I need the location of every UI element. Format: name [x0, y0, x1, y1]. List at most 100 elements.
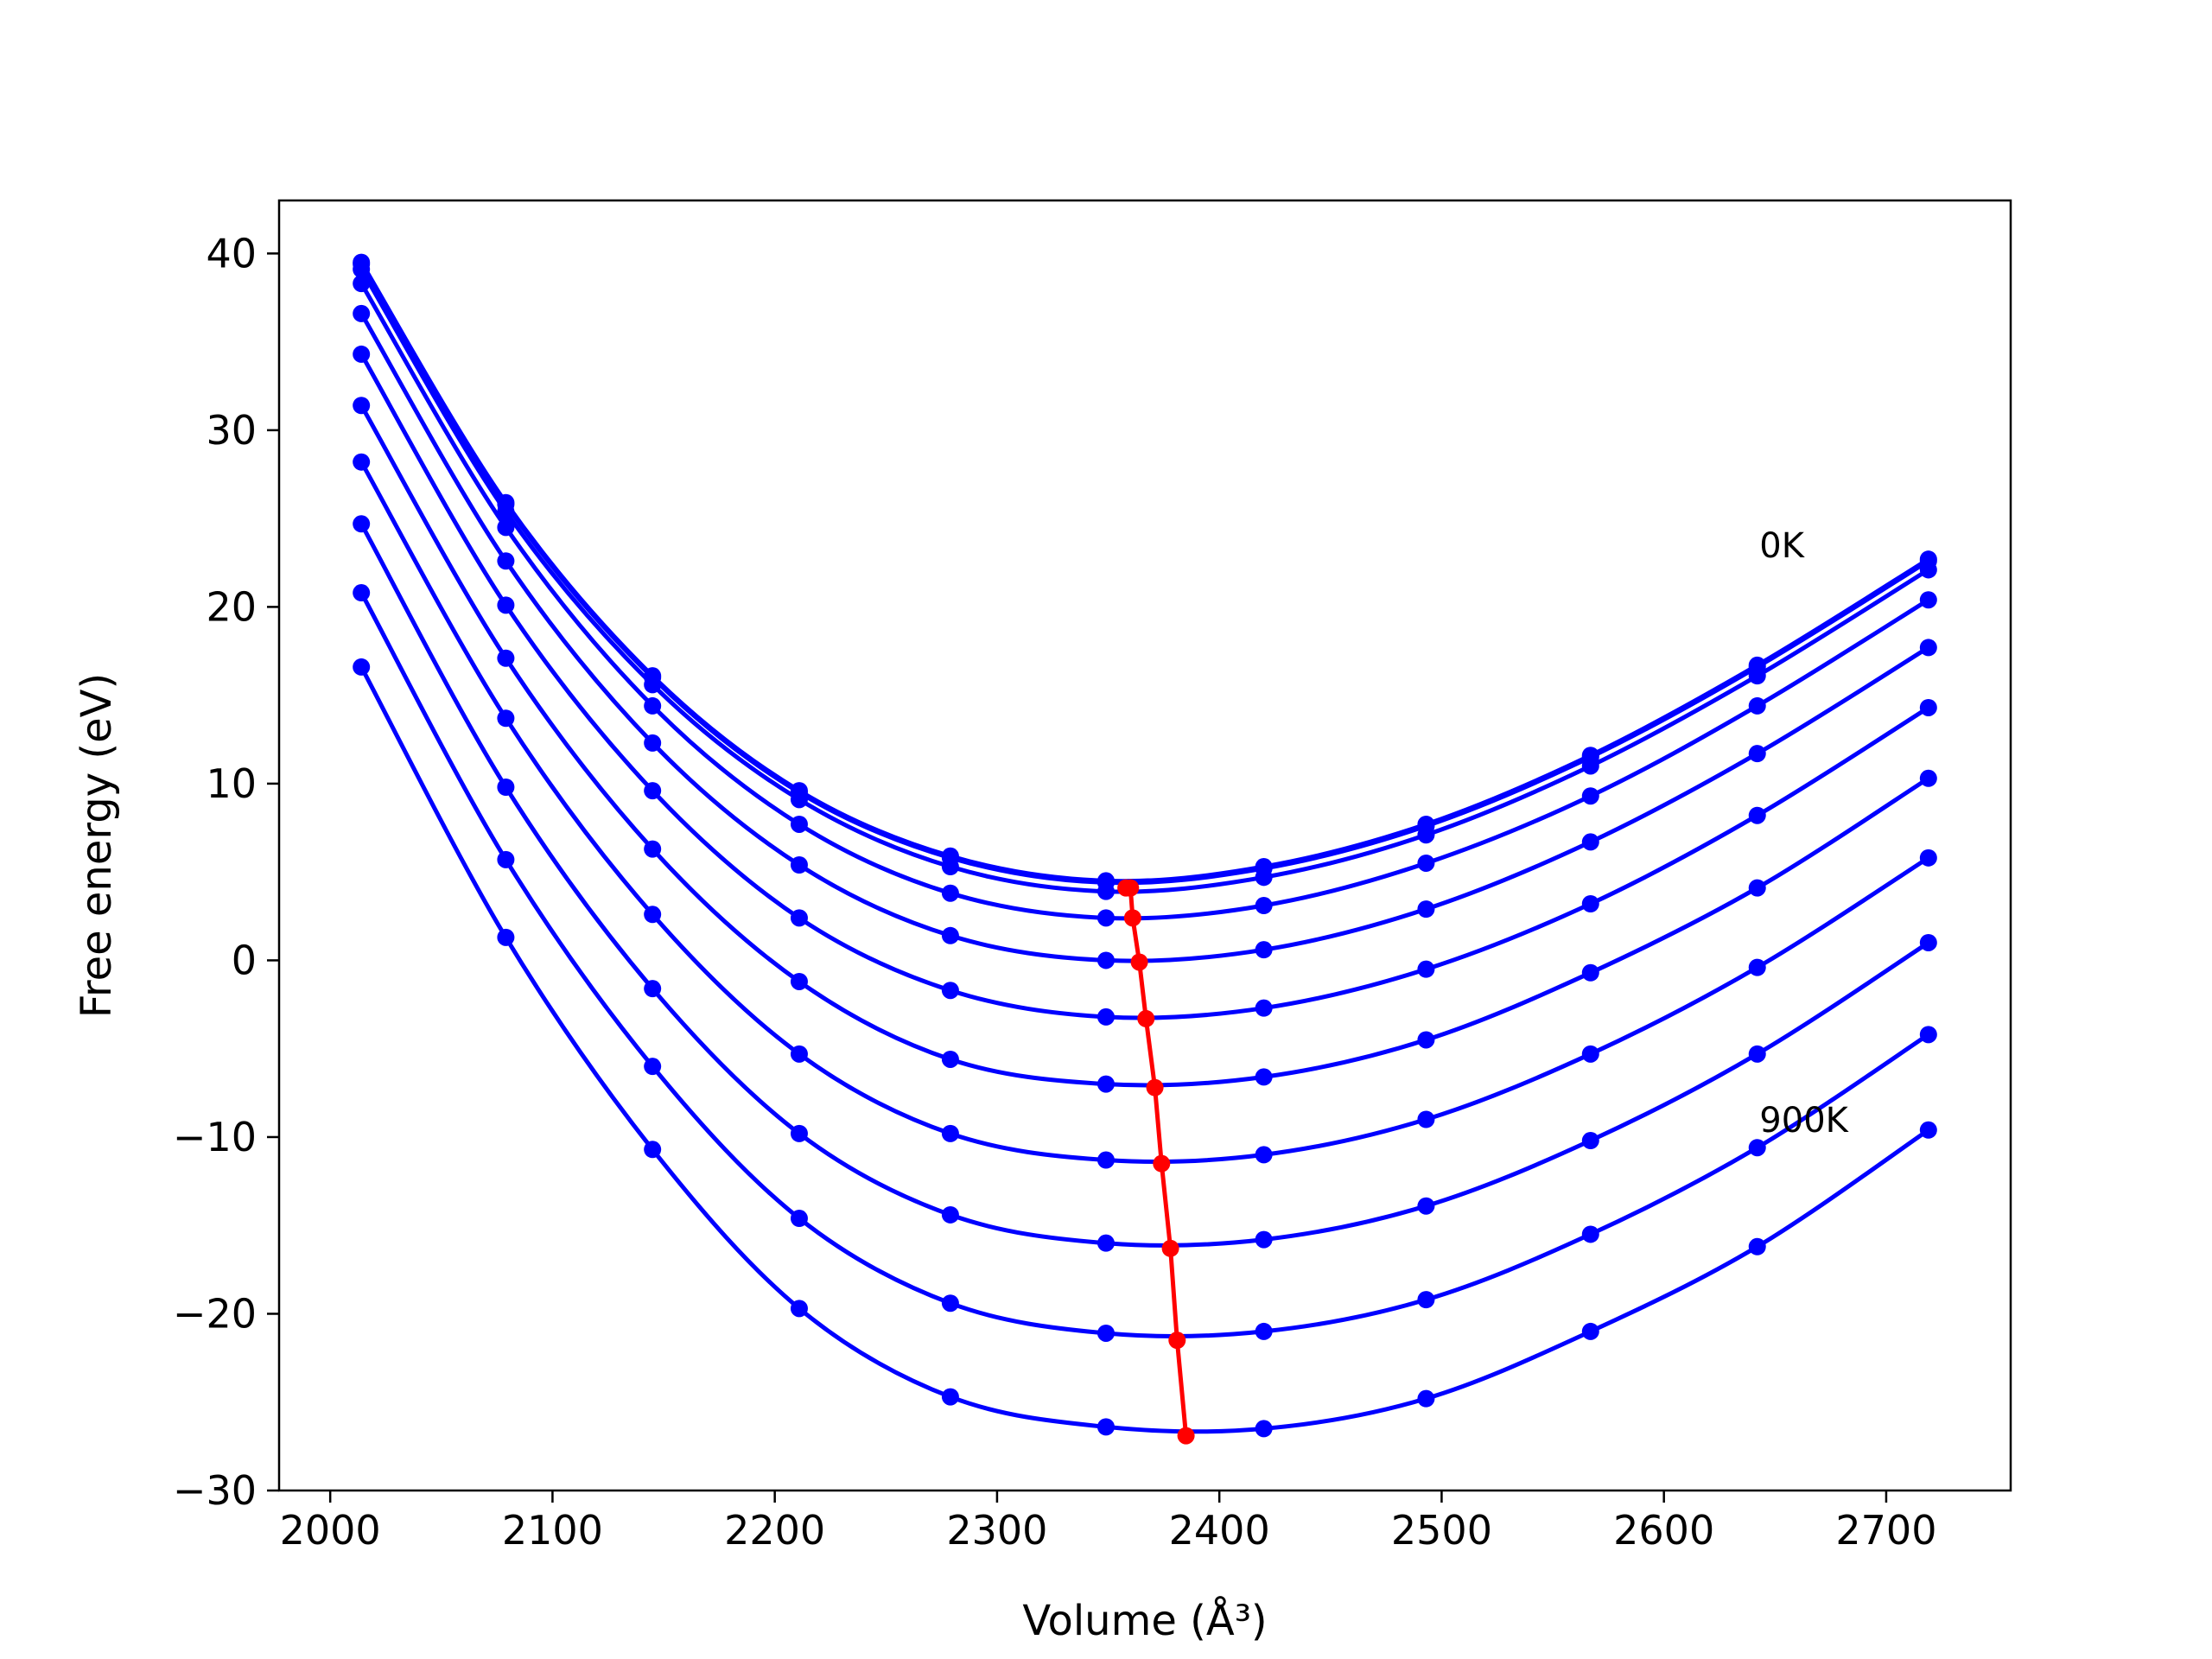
point-6-8	[1581, 963, 1599, 982]
point-7-3	[790, 1045, 808, 1063]
point-4-1	[497, 552, 515, 570]
point-10-4	[941, 1388, 959, 1406]
curve-1	[359, 263, 1930, 886]
point-3-1	[497, 518, 515, 537]
point-4-3	[790, 855, 808, 874]
point-6-3	[790, 972, 808, 990]
point-2-10	[1919, 561, 1937, 579]
point-6-9	[1748, 879, 1766, 897]
point-8-0	[353, 515, 371, 533]
x-axis-label: Volume (Å³)	[1022, 1596, 1267, 1645]
energy-curves	[359, 261, 1930, 1434]
point-10-3	[790, 1300, 808, 1318]
point-10-9	[1748, 1237, 1766, 1255]
curve-7	[359, 461, 1930, 1164]
x-tick-label-2000: 2000	[280, 1507, 381, 1554]
x-tick-label-2400: 2400	[1169, 1507, 1270, 1554]
point-8-8	[1581, 1132, 1599, 1150]
point-3-9	[1748, 696, 1766, 715]
point-8-9	[1748, 1045, 1766, 1063]
point-4-9	[1748, 745, 1766, 763]
minimum-point-2	[1123, 909, 1141, 927]
x-tick-label-2200: 2200	[724, 1507, 825, 1554]
y-tick-label-20: 20	[206, 583, 257, 630]
minimum-point-4	[1137, 1009, 1155, 1027]
point-6-0	[353, 397, 371, 415]
ticks: 2000 2100 2200 2300 2400 2500 2600 2700 −30 −20 −1…	[173, 230, 1937, 1554]
point-2-7	[1417, 826, 1435, 844]
point-5-5	[1096, 1007, 1115, 1026]
point-7-9	[1748, 958, 1766, 976]
y-tick-label--10: −10	[173, 1114, 257, 1160]
point-8-6	[1255, 1230, 1273, 1249]
point-2-3	[790, 791, 808, 809]
point-9-10	[1919, 1026, 1937, 1044]
point-4-5	[1096, 951, 1115, 969]
point-5-7	[1417, 960, 1435, 978]
point-9-9	[1748, 1139, 1766, 1157]
point-6-6	[1255, 1068, 1273, 1086]
point-10-8	[1581, 1322, 1599, 1340]
point-4-6	[1255, 941, 1273, 959]
point-2-4	[941, 858, 959, 876]
point-3-10	[1919, 591, 1937, 609]
point-9-4	[941, 1294, 959, 1313]
point-5-6	[1255, 999, 1273, 1017]
y-tick-label-0: 0	[232, 937, 257, 983]
minima-line	[1126, 886, 1189, 1436]
point-3-3	[790, 815, 808, 833]
point-10-1	[497, 928, 515, 946]
x-tick-label-2100: 2100	[502, 1507, 603, 1554]
point-4-0	[353, 304, 371, 322]
minimum-point-7	[1161, 1239, 1179, 1257]
annotation-0k: 0K	[1759, 526, 1805, 566]
curve-10	[359, 665, 1930, 1434]
point-5-9	[1748, 806, 1766, 824]
point-7-2	[644, 906, 662, 924]
point-7-1	[497, 709, 515, 728]
minimum-line	[1117, 879, 1195, 1445]
data-points	[353, 253, 1937, 1438]
point-8-4	[941, 1205, 959, 1224]
y-tick-label-10: 10	[206, 760, 257, 807]
curve-3	[359, 282, 1930, 921]
point-6-1	[497, 649, 515, 667]
y-tick-label--30: −30	[173, 1467, 257, 1514]
point-5-3	[790, 909, 808, 927]
point-3-8	[1581, 787, 1599, 805]
point-9-5	[1096, 1324, 1115, 1342]
point-5-10	[1919, 698, 1937, 716]
point-2-0	[353, 260, 371, 278]
point-9-7	[1417, 1291, 1435, 1309]
point-10-6	[1255, 1420, 1273, 1438]
point-8-7	[1417, 1197, 1435, 1215]
point-7-8	[1581, 1045, 1599, 1063]
point-3-5	[1096, 909, 1115, 927]
point-4-4	[941, 926, 959, 944]
x-tick-label-2700: 2700	[1835, 1507, 1936, 1554]
point-9-8	[1581, 1225, 1599, 1243]
point-9-6	[1255, 1322, 1273, 1340]
point-7-4	[941, 1124, 959, 1142]
point-3-2	[644, 696, 662, 715]
point-9-1	[497, 850, 515, 868]
point-7-7	[1417, 1110, 1435, 1128]
curve-2	[359, 268, 1930, 894]
curve-8	[359, 523, 1930, 1248]
point-9-2	[644, 1058, 662, 1076]
point-8-5	[1096, 1234, 1115, 1252]
point-4-8	[1581, 833, 1599, 851]
minimum-point-9	[1177, 1427, 1195, 1445]
point-10-10	[1919, 1121, 1937, 1139]
point-7-5	[1096, 1151, 1115, 1169]
y-axis-label: Free energy (eV)	[73, 673, 121, 1018]
point-6-7	[1417, 1031, 1435, 1049]
point-6-5	[1096, 1075, 1115, 1093]
point-2-1	[497, 502, 515, 520]
point-4-10	[1919, 639, 1937, 657]
point-3-0	[353, 275, 371, 293]
curve-9	[359, 591, 1930, 1338]
point-3-6	[1255, 897, 1273, 915]
axes	[277, 199, 2012, 1492]
